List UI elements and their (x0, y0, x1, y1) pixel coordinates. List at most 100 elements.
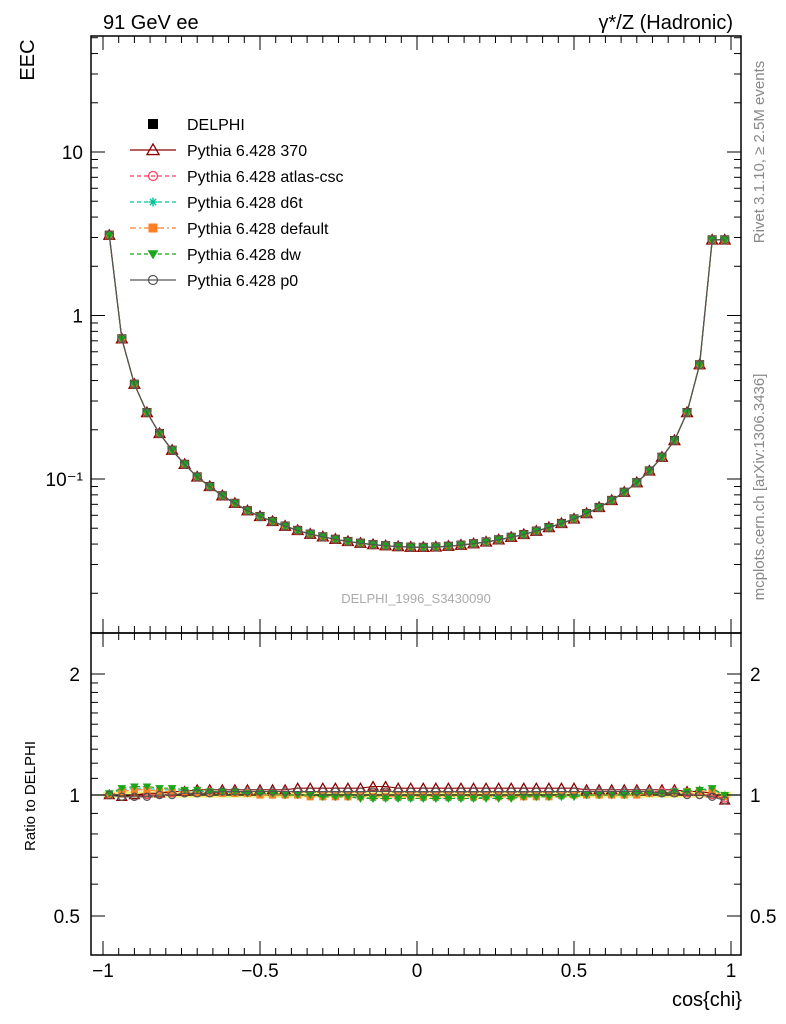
ratio-point (695, 786, 704, 795)
main-point (418, 543, 429, 553)
main-point (280, 521, 290, 531)
ratio-point (519, 787, 528, 796)
main-point (230, 498, 240, 508)
legend-label: Pythia 6.428 p0 (187, 273, 298, 290)
ratio-point (557, 787, 566, 796)
ratio-point (230, 787, 240, 796)
ratio-point (167, 790, 177, 800)
ratio-point (318, 793, 328, 802)
ratio-point (381, 787, 390, 796)
main-point (192, 472, 202, 482)
ratio-point (393, 795, 403, 803)
legend: DELPHI Pythia 6.428 370 Pythia 6.428 atlas… (130, 117, 344, 290)
main-y-axis-label: EEC (17, 39, 39, 80)
main-point (318, 533, 328, 542)
ratio-series-5 (105, 787, 729, 805)
main-point (468, 539, 479, 549)
header-left-label: 91 GeV ee (103, 12, 199, 34)
ratio-point (255, 790, 265, 798)
main-point (506, 533, 516, 543)
main-point (657, 452, 667, 462)
ratio-frame (90, 632, 742, 956)
legend-marker (147, 250, 159, 260)
main-series-line (108, 235, 725, 548)
ratio-point (456, 787, 466, 796)
main-point (431, 542, 441, 552)
ratio-point (393, 787, 403, 796)
main-point (544, 522, 554, 533)
ratio-point (381, 795, 390, 803)
legend-label: Pythia 6.428 default (187, 221, 329, 238)
main-point (518, 531, 529, 540)
main-point (632, 478, 642, 488)
ratio-point (255, 787, 265, 796)
main-point (481, 538, 491, 547)
main-point (632, 479, 642, 488)
main-point (481, 537, 491, 547)
ratio-point (506, 795, 516, 803)
ratio-point (368, 787, 378, 796)
main-point (594, 502, 604, 513)
ratio-series-line (109, 790, 725, 801)
ratio-point (532, 793, 541, 802)
ratio-y-tick-label-left: 2 (69, 665, 80, 686)
main-point (305, 529, 315, 539)
ratio-point (356, 787, 365, 796)
main-point (506, 532, 516, 542)
ratio-point (444, 787, 453, 796)
main-point (682, 407, 692, 418)
ratio-point (343, 793, 353, 802)
ratio-point (192, 789, 202, 798)
ratio-plot-panel: −1 −0.5 0 0.5 1 0.5 0.5 1 1 2 2 (54, 632, 776, 982)
ratio-point (544, 787, 554, 796)
ratio-point (155, 790, 164, 800)
ratio-point (632, 787, 642, 796)
legend-entry: Pythia 6.428 p0 (130, 273, 298, 290)
ratio-point (130, 783, 139, 791)
mcplots-label: mcplots.cern.ch [arXiv:1306.3436] (751, 374, 768, 601)
legend-entry: Pythia 6.428 d6t (130, 195, 303, 212)
ratio-point (456, 795, 466, 803)
main-point (267, 516, 278, 527)
ratio-point (318, 787, 327, 796)
main-point (242, 506, 253, 516)
ratio-point (130, 792, 139, 801)
ratio-point (469, 795, 478, 803)
main-point (217, 491, 227, 501)
legend-marker (148, 119, 158, 129)
ratio-point (657, 789, 667, 798)
main-point (343, 538, 353, 547)
main-point (619, 487, 629, 497)
main-point (393, 541, 403, 552)
ratio-point (293, 787, 302, 796)
ratio-point (180, 789, 189, 798)
ratio-point (230, 788, 240, 796)
ratio-y-tick-label-right: 0.5 (750, 907, 776, 928)
main-point (443, 542, 454, 552)
main-point (720, 235, 730, 245)
main-point (104, 230, 114, 240)
x-tick-label: −1 (92, 961, 114, 982)
legend-entry: Pythia 6.428 dw (130, 247, 301, 264)
ratio-point (695, 790, 704, 800)
x-tick-label: 0.5 (561, 961, 587, 982)
main-point (154, 428, 165, 439)
main-point (255, 511, 265, 522)
ratio-point (582, 787, 591, 796)
ratio-point (481, 787, 491, 796)
ratio-point (117, 792, 127, 801)
main-point (644, 466, 654, 476)
main-point (293, 525, 303, 535)
ratio-point (645, 787, 654, 796)
ratio-point (306, 787, 315, 796)
main-point (205, 481, 215, 492)
main-point (117, 334, 127, 344)
ratio-point (682, 788, 692, 796)
legend-marker (147, 170, 159, 182)
ratio-point (444, 795, 453, 803)
main-point (456, 541, 466, 550)
legend-label: Pythia 6.428 atlas-csc (187, 169, 344, 186)
main-point (355, 539, 366, 548)
